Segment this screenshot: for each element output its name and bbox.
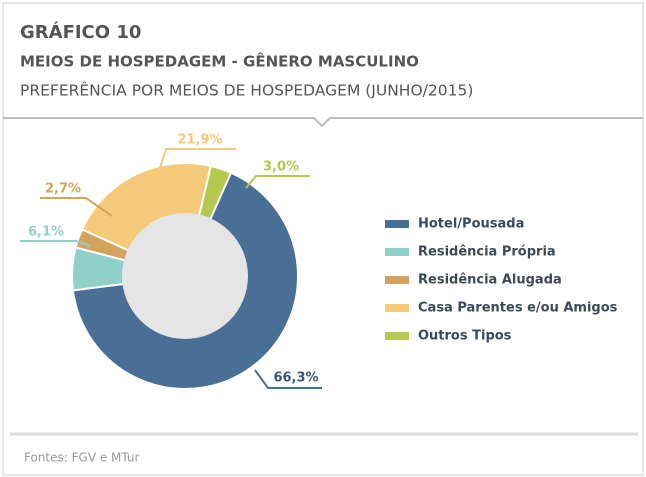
legend-swatch	[385, 304, 409, 312]
legend-label: Residência Própria	[418, 245, 556, 260]
leader-line	[20, 240, 91, 247]
legend-label: Hotel/Pousada	[418, 217, 524, 232]
leader-line	[159, 148, 236, 169]
source: Fontes: FGV e MTur	[24, 451, 140, 465]
chart-title: MEIOS DE HOSPEDAGEM - GÊNERO MASCULINO	[20, 52, 419, 71]
leader-line	[254, 369, 322, 389]
data-label: 3,0%	[263, 160, 299, 175]
legend-swatch	[385, 332, 409, 340]
data-label: 2,7%	[45, 182, 81, 197]
legend-label: Casa Parentes e/ou Amigos	[418, 301, 618, 316]
leader-line	[40, 197, 113, 217]
legend-label: Residência Alugada	[418, 273, 562, 288]
legend-swatch	[385, 248, 409, 256]
legend-swatch	[385, 220, 409, 228]
data-label: 21,9%	[177, 133, 222, 148]
donut-hole	[122, 213, 248, 339]
chart-subtitle: PREFERÊNCIA POR MEIOS DE HOSPEDAGEM (JUN…	[20, 81, 473, 100]
leader-line	[245, 175, 310, 189]
header-divider	[3, 117, 643, 128]
legend-swatch	[385, 276, 409, 284]
data-label: 6,1%	[28, 225, 64, 240]
legend-label: Outros Tipos	[418, 329, 512, 344]
chart-label: GRÁFICO 10	[20, 21, 141, 43]
data-label: 66,3%	[273, 371, 318, 386]
